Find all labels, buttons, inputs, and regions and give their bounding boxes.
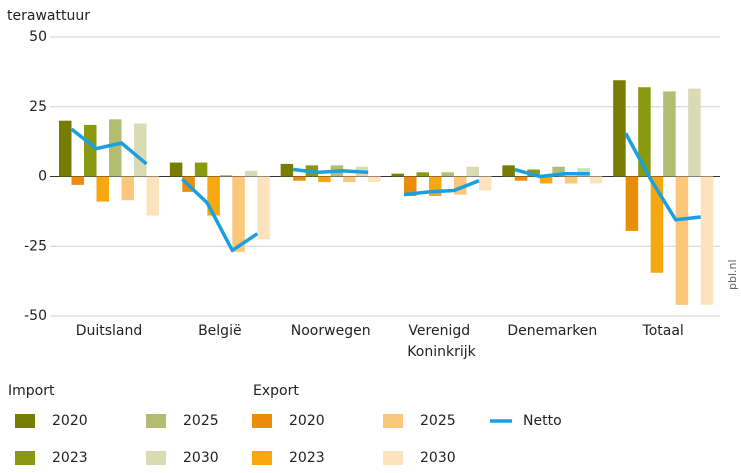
bar — [589, 176, 603, 184]
x-tick-label: Duitsland — [76, 323, 143, 339]
legend-label: 2030 — [183, 450, 219, 466]
bar — [134, 123, 147, 177]
netto-line — [403, 179, 480, 197]
bar — [391, 173, 404, 177]
y-tick-label: 50 — [29, 29, 47, 45]
bar — [688, 88, 701, 177]
legend-swatch — [15, 451, 35, 465]
bar — [232, 176, 245, 252]
x-tick-label: Totaal — [642, 323, 684, 339]
netto-line — [292, 167, 369, 175]
bar — [96, 176, 109, 202]
bar — [169, 162, 183, 177]
bar — [466, 166, 479, 177]
bar — [700, 176, 714, 305]
legend-swatch — [383, 414, 403, 428]
bar — [59, 120, 72, 177]
bar — [318, 176, 331, 183]
bar — [650, 176, 664, 273]
bar — [404, 176, 417, 197]
legend-label: 2025 — [183, 413, 219, 429]
bar — [564, 176, 578, 184]
bar — [194, 162, 208, 177]
bar — [71, 176, 84, 185]
legend-label: 2025 — [420, 413, 456, 429]
legend-heading: Import — [8, 383, 55, 399]
netto-line — [181, 178, 259, 253]
y-tick-label: -25 — [24, 238, 47, 254]
bar — [219, 175, 233, 177]
legend-swatch — [15, 414, 35, 428]
x-tick-label: Denemarken — [507, 323, 597, 339]
legend-swatch — [146, 451, 166, 465]
bar — [244, 170, 258, 177]
legend-heading: Export — [253, 383, 299, 399]
bar — [441, 172, 454, 177]
legend-swatch — [252, 451, 272, 465]
bar — [293, 176, 306, 181]
bar — [539, 176, 553, 184]
bar — [663, 91, 676, 177]
legend-label: 2023 — [289, 450, 325, 466]
legend-label: Netto — [523, 413, 562, 429]
y-tick-label: -50 — [24, 308, 47, 324]
x-tick-label: Verenigd Koninkrijk — [407, 323, 476, 360]
legend-swatch — [252, 414, 272, 428]
bar — [638, 87, 651, 177]
bar — [343, 176, 356, 183]
bar — [479, 176, 492, 191]
y-tick-label: 0 — [38, 169, 47, 185]
bar — [146, 176, 159, 216]
legend-label: 2023 — [52, 450, 88, 466]
legend-label: 2030 — [420, 450, 456, 466]
bar — [552, 166, 565, 177]
source: pbl.nl — [726, 259, 739, 290]
bar — [368, 176, 381, 183]
legend-label: 2020 — [289, 413, 325, 429]
bar — [675, 176, 689, 305]
netto-line — [514, 167, 590, 179]
bar — [257, 176, 270, 240]
bar — [625, 176, 639, 231]
bar — [416, 172, 429, 177]
bar — [280, 163, 294, 177]
legend-swatch — [146, 414, 166, 428]
legend-swatch — [383, 451, 403, 465]
bar — [502, 165, 515, 177]
x-tick-label: Noorwegen — [291, 323, 371, 339]
bar — [613, 80, 626, 177]
bar — [84, 124, 97, 177]
x-tick-label: België — [198, 323, 242, 339]
y-axis-label: terawattuur — [7, 8, 90, 24]
bar — [514, 176, 528, 181]
bar — [109, 119, 122, 177]
y-tick-label: 25 — [29, 99, 47, 115]
legend-label: 2020 — [52, 413, 88, 429]
netto-line — [624, 132, 701, 222]
bar — [121, 176, 134, 201]
netto-line — [70, 127, 148, 166]
